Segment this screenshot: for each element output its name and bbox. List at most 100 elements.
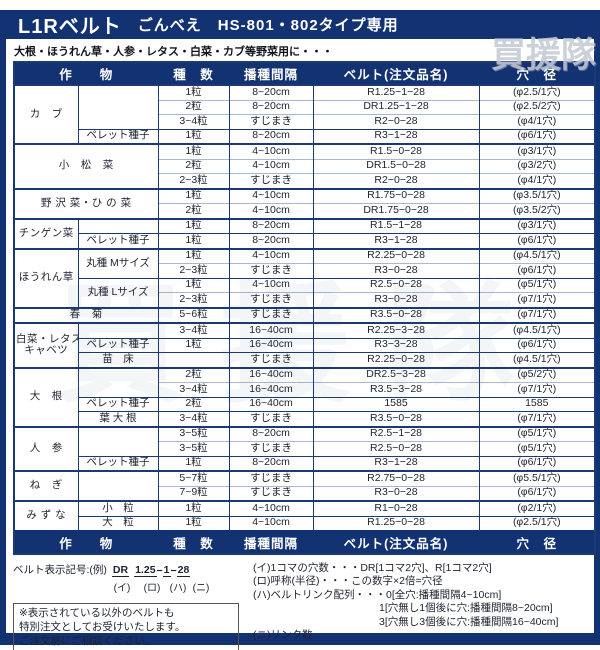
notation-block: ベルト表示記号:(例) DR 1.25 − 1 − 28 (イ) (ロ) (ハ)… — [13, 562, 245, 650]
table-row: 2粒 4~10cm DR1.75−0−28 (φ3.5/2穴) — [14, 203, 596, 219]
interval-cell: すじまき — [228, 470, 314, 486]
belt-cell: R3.5−3−28 — [312, 382, 480, 397]
column-header-interval: 播種間隔 — [228, 61, 314, 86]
table-row: 2~3粒 すじまき R2−0−28 (φ4/1穴) — [14, 173, 596, 189]
belt-cell: R2.25−0−28 — [312, 247, 480, 264]
crop-cell: ね ぎ — [13, 470, 79, 501]
crop-cell: カ ブ — [13, 84, 79, 144]
table-row: 白菜・レタス キャベツ 3~4粒 16~40cm R2.25−3−28 (φ4.5/1穴) — [13, 322, 596, 368]
hole-cell: (φ7/1穴) — [478, 306, 596, 323]
crop-name: カ ブ — [29, 107, 63, 120]
table-row: 2~3粒 すじまき R3−0−28 (φ7/1穴) — [14, 292, 596, 308]
notation-key-ha: (ハ) — [169, 583, 187, 594]
table-row: 人 参 3~5粒 8~20cm R2.5−1−28 (φ5/1穴) — [13, 425, 596, 471]
seeds-cell: 2~3粒 — [157, 173, 230, 189]
interval-cell: すじまき — [228, 306, 314, 323]
subtype-cell: ペレット種子 — [77, 128, 159, 144]
interval-cell: 16~40cm — [228, 337, 314, 353]
seeds-cell: 1粒 — [157, 84, 230, 100]
interval-cell: 16~40cm — [228, 382, 314, 397]
column-header-crop: 作 物 — [13, 530, 159, 555]
table-row: 野 沢 菜・ひ の 菜 1粒 4~10cm R1.75−0−28 (φ3.5/1穴) — [13, 187, 596, 219]
belt-cell: R2.5−1−28 — [312, 425, 480, 442]
belt-notation-example: ベルト表示記号:(例) DR 1.25 − 1 − 28 — [13, 562, 245, 577]
legend-line-holes: (イ)1コマの穴数・・・DR[1コマ2穴]、R[1コマ2穴] — [253, 562, 492, 574]
table-header-row: 作 物種 数播種間隔 ベルト(注文品名) 穴 径 — [13, 61, 596, 86]
seeds-cell: 1粒 — [157, 247, 230, 264]
interval-cell: すじまき — [228, 263, 314, 278]
hole-cell: (φ2.5/1穴) — [478, 515, 596, 531]
product-subtitle: ごんべえ HS-801・802タイプ専用 — [137, 17, 399, 34]
belt-cell: R2.5−0−28 — [312, 441, 480, 456]
table-row: 7~9粒 すじまき R3−0−28 (φ6/1穴) — [14, 485, 596, 501]
notation-part-radius: 1.25 — [134, 564, 157, 577]
belt-cell: R2.75−0−28 — [312, 470, 480, 486]
interval-cell: すじまき — [228, 485, 314, 501]
hole-cell: (φ6/1穴) — [478, 485, 596, 501]
hole-cell: (φ7/1穴) — [478, 411, 596, 427]
hole-cell: (φ6/1穴) — [478, 128, 596, 144]
table-row: 苗 床 すじまき R2.25−0−28 (φ4.5/1穴) — [14, 352, 596, 368]
crop-cell: 春 菊 — [13, 306, 159, 323]
interval-cell: すじまき — [228, 441, 314, 456]
subtype-cell: 丸種 Mサイズ — [77, 247, 159, 278]
table-row: 2粒 4~10cm DR1.5−0−28 (φ3/2穴) — [14, 158, 596, 174]
column-header-hole: 穴 径 — [478, 530, 596, 555]
column-header-hole: 穴 径 — [478, 61, 596, 86]
subtype-cell: 大 粒 — [77, 515, 159, 531]
crop-name: み ず な — [26, 509, 67, 522]
belt-cell: R1.25−0−28 — [312, 515, 480, 531]
table-row: 小 松 菜 1粒 4~10cm R1.5−0−28 (φ3/1穴) — [13, 143, 596, 189]
crop-name: 小 松 菜 — [58, 159, 114, 172]
interval-cell: 4~10cm — [228, 515, 314, 531]
subtype-cell — [77, 322, 159, 338]
notation-key-ni: (ニ) — [192, 583, 210, 594]
hole-cell: (φ7/1穴) — [478, 382, 596, 397]
crop-name: キャベツ — [24, 344, 69, 357]
hole-cell: (φ3.5/2穴) — [478, 203, 596, 219]
interval-cell: すじまき — [228, 292, 314, 308]
seeds-cell: 2粒 — [157, 99, 230, 115]
notation-part-link-count: 28 — [176, 564, 191, 577]
belt-cell: R1.75−0−28 — [312, 187, 480, 204]
hole-cell: (φ3/1穴) — [478, 143, 596, 159]
column-header-seeds: 種 数 — [157, 530, 230, 555]
hole-cell: (φ4/1穴) — [478, 114, 596, 129]
notation-keys: (イ) (ロ) (ハ) (ニ) — [112, 579, 245, 594]
seeds-cell: 2粒 — [157, 203, 230, 219]
subtype-cell: ペレット種子 — [77, 396, 159, 412]
column-header-crop: 作 物 — [13, 61, 159, 86]
interval-cell: 4~10cm — [228, 277, 314, 293]
table-row: チンゲン菜 1粒 8~20cm R1.5−1−28 (φ3/1穴) — [13, 217, 596, 249]
subtype-cell: ペレット種子 — [77, 233, 159, 249]
watermark-kaientai: 買援隊 — [491, 36, 597, 75]
interval-cell: 4~10cm — [228, 187, 314, 204]
notation-label: ベルト表示記号:(例) — [13, 564, 107, 576]
hole-cell: (φ6/1穴) — [478, 455, 596, 471]
hole-cell: (φ7/1穴) — [478, 292, 596, 308]
table-row: ペレット種子 1粒 8~20cm R3−1−28 (φ6/1穴) — [14, 455, 596, 471]
hole-cell: (φ4/1穴) — [478, 173, 596, 189]
special-order-line: 特別注文としてお受けいたします。 — [19, 620, 186, 633]
hole-cell: (φ3/1穴) — [478, 217, 596, 234]
interval-cell: 16~40cm — [228, 396, 314, 412]
crop-name: 人 参 — [29, 441, 63, 454]
hole-cell: (φ6/1穴) — [478, 337, 596, 353]
crop-cell: 小 松 菜 — [13, 143, 159, 189]
crop-name: 春 菊 — [69, 308, 103, 321]
belt-cell: R2−0−28 — [312, 173, 480, 189]
belt-cell: DR1.25−1−28 — [312, 99, 480, 115]
usage-note: 大根・ほうれん草・人参・レタス・白菜・カブ等野菜用に・・・ — [14, 46, 333, 58]
crop-cell: チンゲン菜 — [13, 217, 79, 249]
hole-cell: (φ5/1穴) — [478, 441, 596, 456]
table-row: 2粒 8~20cm DR1.25−1−28 (φ2.5/2穴) — [14, 99, 596, 115]
belt-cell: 1585 — [312, 396, 480, 412]
seeds-cell: 1粒 — [157, 337, 230, 353]
seeds-cell: 1粒 — [157, 277, 230, 293]
subtype-cell: ペレット種子 — [77, 455, 159, 471]
seeds-cell: 3~4粒 — [157, 322, 230, 338]
seeds-cell: 2~3粒 — [157, 263, 230, 278]
table-row: 3~5粒 すじまき R2.5−0−28 (φ5/1穴) — [14, 441, 596, 456]
subtype-cell: 葉 大 根 — [77, 411, 159, 427]
